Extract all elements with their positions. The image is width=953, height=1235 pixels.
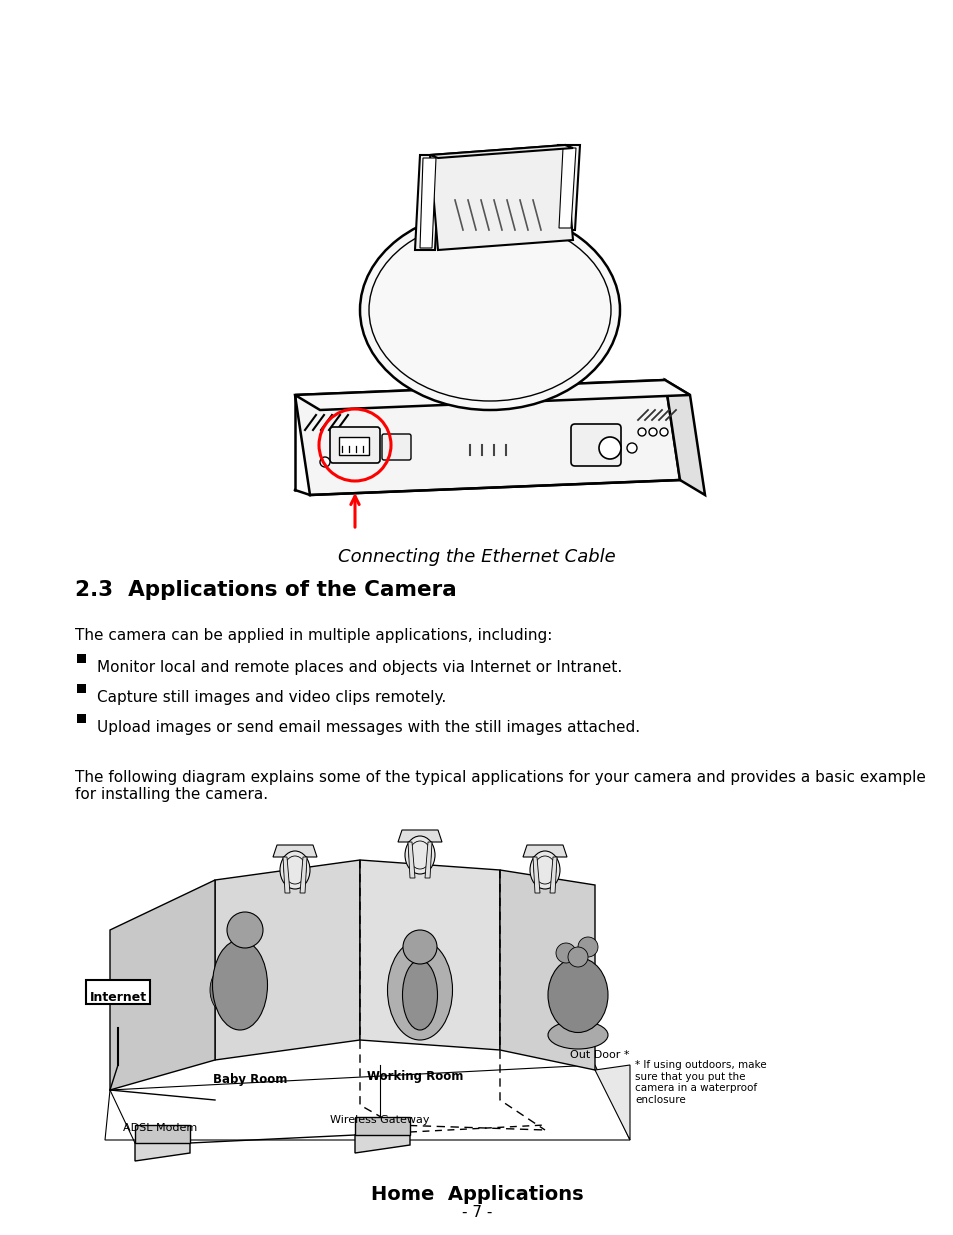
Text: The camera can be applied in multiple applications, including:: The camera can be applied in multiple ap… xyxy=(75,629,552,643)
Text: Internet: Internet xyxy=(90,990,147,1004)
Text: Monitor local and remote places and objects via Internet or Intranet.: Monitor local and remote places and obje… xyxy=(97,659,621,676)
Bar xyxy=(77,684,86,693)
Text: Out Door *: Out Door * xyxy=(569,1050,629,1060)
Circle shape xyxy=(659,429,667,436)
Ellipse shape xyxy=(280,851,310,889)
Text: 2.3  Applications of the Camera: 2.3 Applications of the Camera xyxy=(75,580,456,600)
Polygon shape xyxy=(105,1065,629,1140)
Circle shape xyxy=(648,429,657,436)
Text: Working Room: Working Room xyxy=(366,1070,463,1083)
Polygon shape xyxy=(359,860,499,1050)
Bar xyxy=(77,714,86,722)
Polygon shape xyxy=(558,148,576,228)
Bar xyxy=(77,655,86,663)
Text: * If using outdoors, make
sure that you put the
camera in a waterproof
enclosure: * If using outdoors, make sure that you … xyxy=(635,1060,766,1105)
Ellipse shape xyxy=(213,940,267,1030)
Polygon shape xyxy=(550,857,557,893)
Polygon shape xyxy=(408,842,415,878)
FancyBboxPatch shape xyxy=(330,427,379,463)
Bar xyxy=(135,1125,190,1144)
Polygon shape xyxy=(273,845,316,857)
Polygon shape xyxy=(415,156,439,249)
Text: Home  Applications: Home Applications xyxy=(371,1186,582,1204)
Polygon shape xyxy=(555,144,579,230)
Polygon shape xyxy=(499,869,595,1070)
Circle shape xyxy=(578,937,598,957)
Text: Upload images or send email messages with the still images attached.: Upload images or send email messages wit… xyxy=(97,720,639,735)
Ellipse shape xyxy=(530,851,559,889)
FancyBboxPatch shape xyxy=(571,424,620,466)
Text: Connecting the Ethernet Cable: Connecting the Ethernet Cable xyxy=(337,548,616,566)
Polygon shape xyxy=(595,1065,629,1140)
Ellipse shape xyxy=(402,960,437,1030)
Polygon shape xyxy=(135,1135,190,1161)
Text: ADSL Modem: ADSL Modem xyxy=(123,1123,197,1132)
Circle shape xyxy=(402,930,436,965)
Polygon shape xyxy=(283,857,290,893)
Text: Wireless Gateway: Wireless Gateway xyxy=(330,1115,429,1125)
Ellipse shape xyxy=(547,957,607,1032)
Circle shape xyxy=(638,429,645,436)
Ellipse shape xyxy=(359,210,619,410)
FancyBboxPatch shape xyxy=(381,433,411,459)
Polygon shape xyxy=(522,845,566,857)
Polygon shape xyxy=(533,857,539,893)
Polygon shape xyxy=(430,144,573,249)
Ellipse shape xyxy=(547,1021,607,1049)
Polygon shape xyxy=(294,380,689,410)
Text: The following diagram explains some of the typical applications for your camera : The following diagram explains some of t… xyxy=(75,769,925,803)
Polygon shape xyxy=(355,1128,410,1153)
Text: Capture still images and video clips remotely.: Capture still images and video clips rem… xyxy=(97,690,446,705)
Bar xyxy=(355,1116,410,1135)
Polygon shape xyxy=(214,860,359,1060)
FancyBboxPatch shape xyxy=(86,981,150,1004)
Ellipse shape xyxy=(210,967,240,1013)
Circle shape xyxy=(598,437,620,459)
Text: Baby Room: Baby Room xyxy=(213,1073,287,1086)
Circle shape xyxy=(319,457,330,467)
Ellipse shape xyxy=(405,836,435,874)
Polygon shape xyxy=(419,158,436,248)
Polygon shape xyxy=(430,144,573,158)
Polygon shape xyxy=(294,380,679,495)
Polygon shape xyxy=(110,881,214,1091)
Circle shape xyxy=(227,911,263,948)
Circle shape xyxy=(626,443,637,453)
Ellipse shape xyxy=(387,940,452,1040)
Polygon shape xyxy=(424,842,432,878)
Circle shape xyxy=(567,947,587,967)
Text: - 7 -: - 7 - xyxy=(461,1205,492,1220)
Polygon shape xyxy=(299,857,307,893)
Bar xyxy=(338,437,369,454)
Circle shape xyxy=(556,944,576,963)
Polygon shape xyxy=(664,380,704,495)
Polygon shape xyxy=(397,830,441,842)
